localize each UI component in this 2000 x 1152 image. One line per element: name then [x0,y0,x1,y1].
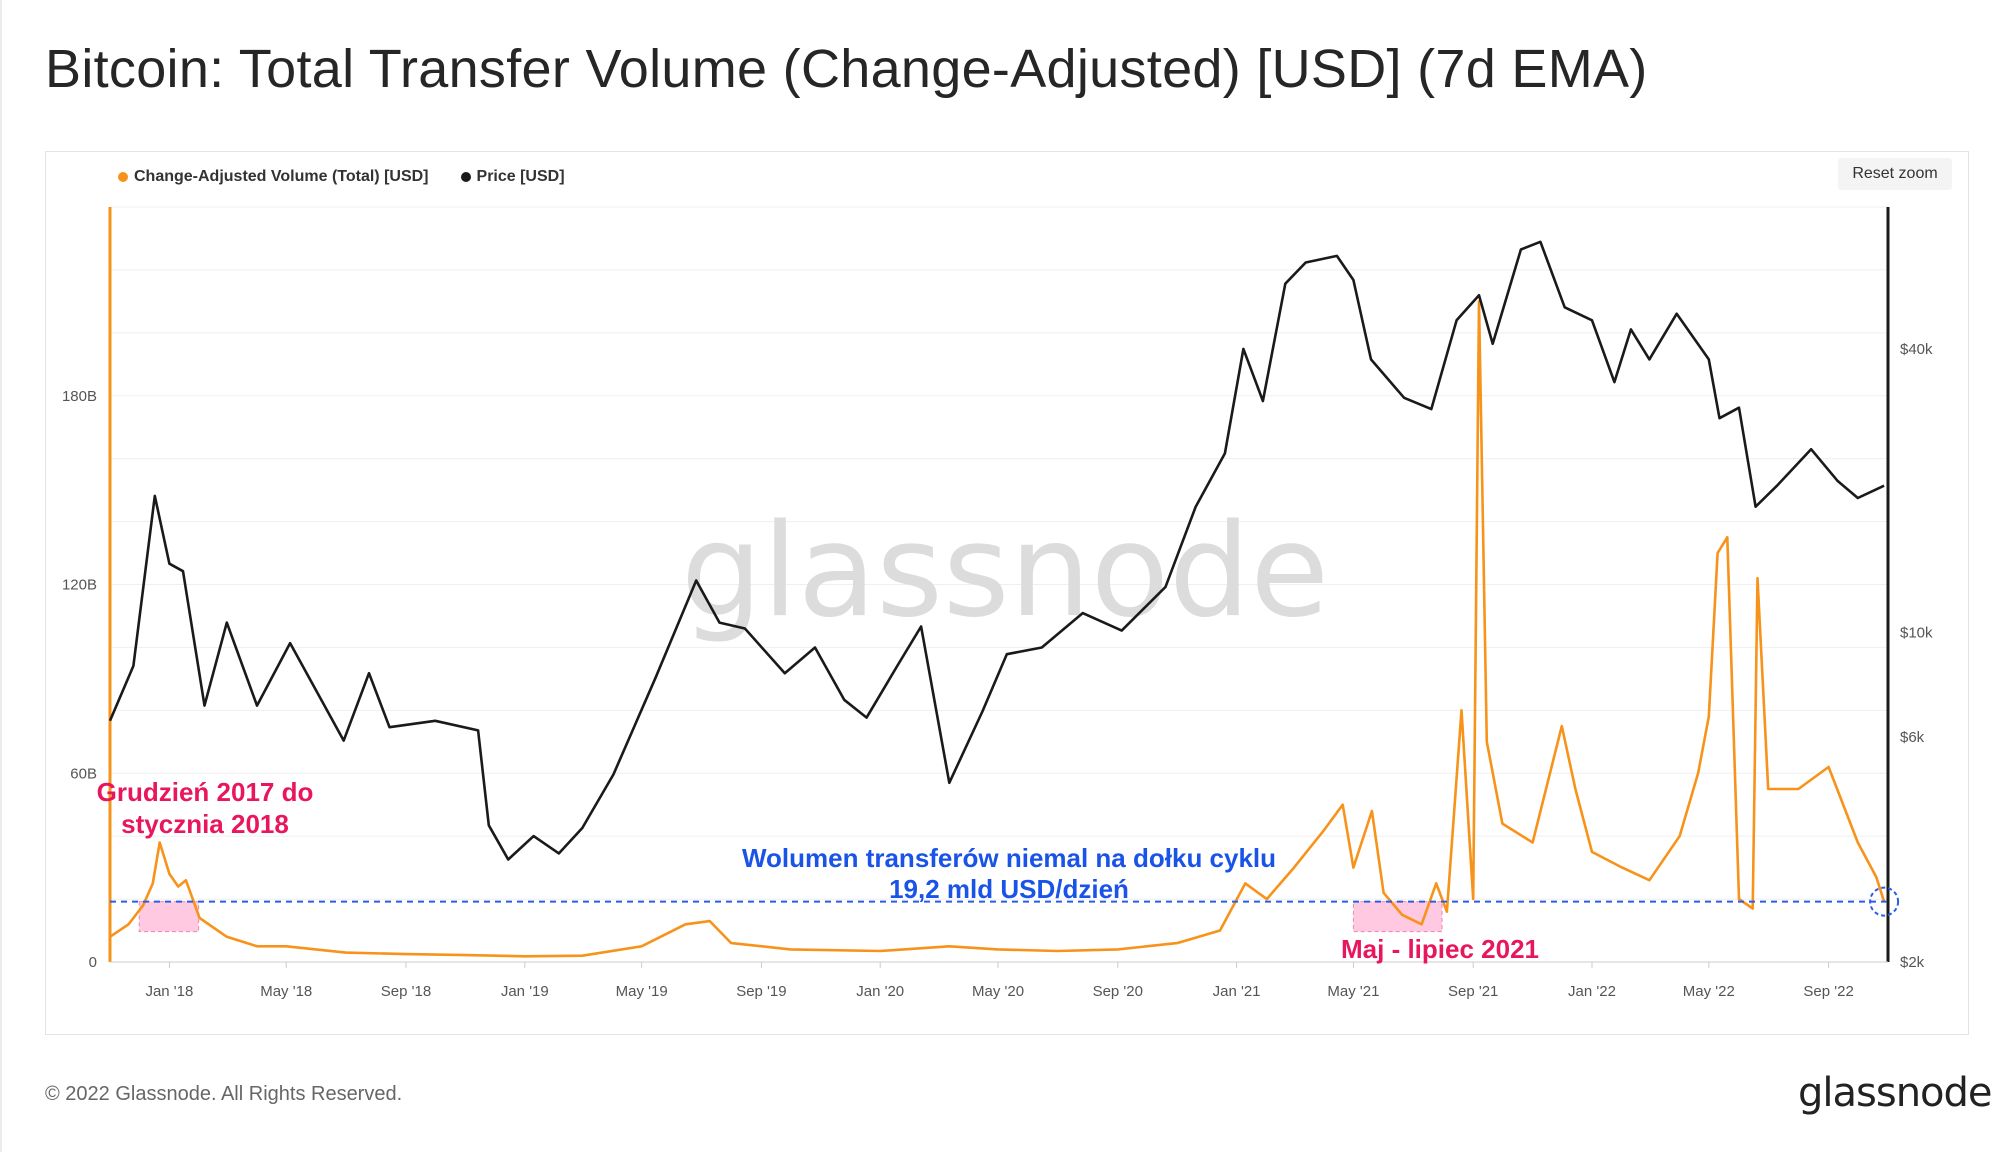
reset-zoom-button[interactable]: Reset zoom [1838,158,1952,190]
x-tick-label: Sep '20 [1093,983,1143,1000]
x-tick-label: May '21 [1327,983,1379,1000]
annotation-bottom-line1: Wolumen transferów niemal na dołku cyklu [742,843,1276,873]
y-axis-right: $2k $6k $10k $40k [1886,207,1933,971]
y-right-tick-label: $2k [1900,954,1925,971]
series-price-line [108,240,1885,861]
x-tick-label: May '20 [972,983,1024,1000]
annotation-may2021: Maj - lipiec 2021 [1341,934,1539,964]
x-tick-label: Jan '20 [856,983,904,1000]
y-left-tick-label: 60B [70,765,97,782]
footer-copyright: © 2022 Glassnode. All Rights Reserved. [45,1083,403,1105]
legend-dot-price-icon [460,172,471,182]
y-left-tick-label: 180B [62,388,97,405]
annotation-dec2017-line1: Grudzień 2017 do [97,777,314,807]
highlight-ranges [138,901,1443,933]
legend-item-price[interactable]: Price [USD] [460,168,565,186]
x-tick-label: Sep '22 [1803,983,1853,1000]
x-tick-label: May '22 [1683,983,1735,1000]
legend-label-volume: Change-Adjusted Volume (Total) [USD] [134,168,429,185]
x-tick-label: Jan '19 [501,983,549,1000]
x-tick-label: Jan '22 [1568,983,1616,1000]
y-right-tick-label: $40k [1900,341,1933,358]
y-right-tick-label: $6k [1900,729,1925,746]
x-tick-label: Jan '21 [1213,983,1261,1000]
series-volume-line [109,300,1886,958]
x-axis: Jan '18 May '18 Sep '18 Jan '19 May '19 Sep '… [110,961,1888,1000]
annotation-bottom-line2: 19,2 mld USD/dzień [889,874,1129,904]
x-tick-label: May '19 [616,983,668,1000]
bottom-marker-circle [1869,886,1900,917]
y-axis-left: 0 60B 120B 180B [62,207,112,971]
y-left-tick-label: 120B [62,577,97,594]
x-tick-label: Jan '18 [145,983,193,1000]
x-tick-label: May '18 [260,983,312,1000]
x-tick-label: Sep '18 [381,983,431,1000]
page-left-border [0,0,2,1152]
page-title: Bitcoin: Total Transfer Volume (Change-A… [45,39,1648,99]
chart-legend: Change-Adjusted Volume (Total) [USD] Pri… [118,168,565,186]
x-tick-label: Sep '19 [736,983,786,1000]
annotation-dec2017-line2: stycznia 2018 [121,809,289,839]
y-right-tick-label: $10k [1900,625,1933,642]
chart-frame [45,151,1969,1035]
x-tick-label: Sep '21 [1448,983,1498,1000]
legend-dot-volume-icon [118,172,128,182]
highlight-range-rect [138,901,200,933]
y-left-tick-label: 0 [89,954,97,971]
footer-logo: glassnode [1798,1070,1993,1116]
legend-label-price: Price [USD] [476,168,565,185]
watermark: glassnode [681,497,1329,646]
legend-item-volume[interactable]: Change-Adjusted Volume (Total) [USD] [118,168,429,186]
